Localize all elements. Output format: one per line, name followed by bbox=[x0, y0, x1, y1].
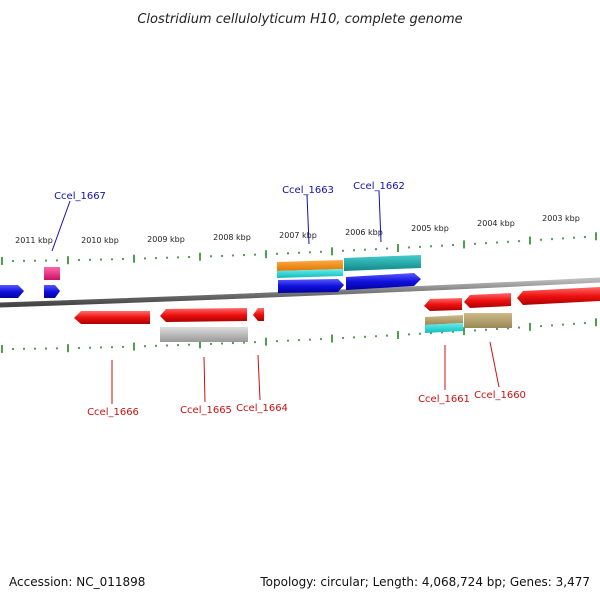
reverse-strand-genes bbox=[74, 287, 600, 342]
gene-ccel-1661[interactable] bbox=[424, 298, 462, 311]
leader-ccel-1660 bbox=[489, 341, 500, 388]
kbp-label-2011: 2011 kbp bbox=[15, 236, 53, 245]
kbp-label-2009: 2009 kbp bbox=[147, 235, 185, 244]
kbp-label-2007: 2007 kbp bbox=[279, 231, 317, 240]
gene-orange-ccel-1663[interactable] bbox=[277, 260, 343, 271]
leader-ccel-1665 bbox=[203, 356, 206, 403]
kbp-label-2008: 2008 kbp bbox=[213, 233, 251, 242]
kbp-label-2006: 2006 kbp bbox=[345, 228, 383, 237]
leader-ccel-1667 bbox=[51, 200, 71, 252]
gene-ccel-1663[interactable] bbox=[278, 279, 344, 293]
kbp-scale: 2011 kbp 2010 kbp 2009 kbp 2008 kbp 2007… bbox=[15, 214, 580, 245]
leader-ccel-1662 bbox=[378, 190, 382, 243]
label-ccel-1666[interactable]: Ccel_1666 bbox=[87, 407, 139, 418]
accession-text: Accession: NC_011898 bbox=[9, 575, 145, 589]
gene-ccel-1666[interactable] bbox=[74, 311, 150, 324]
gene-cyan-ccel-1663[interactable] bbox=[277, 269, 343, 278]
gene-olive-ccel-1660[interactable] bbox=[464, 313, 512, 328]
gene-ccel-1660[interactable] bbox=[464, 293, 511, 308]
kbp-label-2005: 2005 kbp bbox=[411, 224, 449, 233]
map-title: Clostridium cellulolyticum H10, complete… bbox=[137, 12, 462, 27]
leader-lines bbox=[51, 190, 500, 404]
forward-strand-genes bbox=[0, 255, 421, 298]
gene-teal-ccel-1662[interactable] bbox=[344, 255, 421, 271]
label-ccel-1660[interactable]: Ccel_1660 bbox=[474, 390, 526, 401]
gene-red-right[interactable] bbox=[517, 287, 600, 305]
gene-gray-ccel-1665[interactable] bbox=[160, 327, 248, 342]
label-ccel-1665[interactable]: Ccel_1665 bbox=[180, 405, 232, 416]
leader-ccel-1663 bbox=[306, 194, 310, 245]
label-ccel-1662[interactable]: Ccel_1662 bbox=[353, 181, 405, 192]
leader-ccel-1664 bbox=[257, 354, 261, 401]
lower-tick-track bbox=[1, 318, 597, 353]
gene-labels: Ccel_1667 Ccel_1663 Ccel_1662 Ccel_1666 … bbox=[54, 181, 526, 418]
kbp-label-2010: 2010 kbp bbox=[81, 236, 119, 245]
label-ccel-1663[interactable]: Ccel_1663 bbox=[282, 185, 334, 196]
gene-blue-left[interactable] bbox=[0, 285, 24, 298]
gene-cyan-ccel-1661[interactable] bbox=[425, 323, 463, 333]
gene-ccel-1667[interactable] bbox=[44, 285, 60, 298]
label-ccel-1664[interactable]: Ccel_1664 bbox=[236, 403, 288, 414]
label-ccel-1661[interactable]: Ccel_1661 bbox=[418, 394, 470, 405]
gene-olive-ccel-1661[interactable] bbox=[425, 315, 463, 325]
label-ccel-1667[interactable]: Ccel_1667 bbox=[54, 191, 106, 202]
upper-tick-track bbox=[1, 232, 597, 265]
gene-ccel-1665[interactable] bbox=[160, 308, 247, 322]
gene-ccel-1664[interactable] bbox=[253, 308, 264, 321]
gene-pink-ccel-1667[interactable] bbox=[44, 267, 60, 280]
kbp-label-2004: 2004 kbp bbox=[477, 219, 515, 228]
genome-backbone bbox=[0, 277, 600, 308]
kbp-label-2003: 2003 kbp bbox=[542, 214, 580, 223]
genome-summary-text: Topology: circular; Length: 4,068,724 bp… bbox=[259, 575, 590, 589]
gene-ccel-1662[interactable] bbox=[346, 273, 421, 290]
